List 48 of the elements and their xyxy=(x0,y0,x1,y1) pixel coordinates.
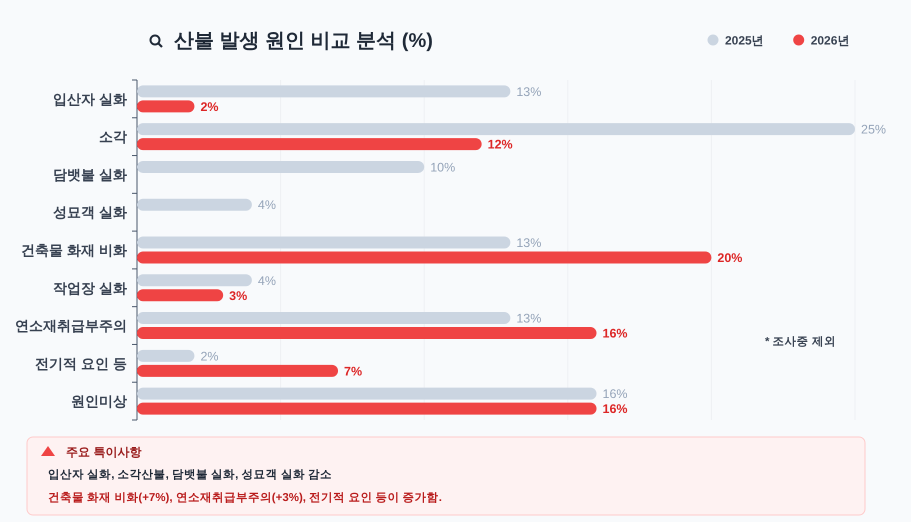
bar xyxy=(137,198,252,211)
legend-label: 2026년 xyxy=(810,34,850,48)
bar xyxy=(137,289,224,302)
y-tick-label: 입산자 실화 xyxy=(53,90,127,107)
y-tick-label: 연소재취급부주의 xyxy=(15,318,127,334)
chart-title: 산불 발생 원인 비교 분석 (%) xyxy=(174,30,433,52)
bar xyxy=(137,327,597,340)
data-label: 16% xyxy=(602,387,628,402)
bar xyxy=(137,274,252,286)
data-label: 10% xyxy=(430,160,456,174)
bar xyxy=(137,123,855,136)
data-label: 13% xyxy=(516,312,542,326)
bar xyxy=(137,388,597,400)
data-label: 16% xyxy=(602,326,628,341)
data-label: 12% xyxy=(488,138,513,152)
y-tick-label: 건축물 화재 비화 xyxy=(21,242,127,258)
data-label: 25% xyxy=(861,122,886,137)
data-label: 4% xyxy=(258,198,276,212)
annotation: * 조사중 제외 xyxy=(765,335,836,348)
legend-label: 2025년 xyxy=(725,34,764,48)
bar xyxy=(137,160,424,173)
data-label: 20% xyxy=(717,251,742,265)
y-tick-label: 담뱃불 실화 xyxy=(53,166,127,182)
text: 입산자 실화, 소각산불, 담뱃불 실화, 성묘객 실화 감소 xyxy=(48,468,332,481)
y-tick-label: 전기적 요인 등 xyxy=(35,355,127,372)
y-tick-label: 소각 xyxy=(99,128,127,145)
bar xyxy=(137,402,597,415)
bar xyxy=(137,350,194,362)
text: 주요 특이사항 xyxy=(66,445,142,459)
text: 건축물 화재 비화(+7%), 연소재취급부주의(+3%), 전기적 요인 등이 증가함. xyxy=(48,491,442,504)
bar xyxy=(137,85,510,98)
y-tick-label: 성묘객 실화 xyxy=(53,204,127,220)
data-label: 13% xyxy=(516,84,542,99)
bar xyxy=(137,312,510,324)
data-label: 7% xyxy=(344,364,362,378)
bar xyxy=(137,236,510,248)
data-label: 2% xyxy=(200,349,219,364)
data-label: 16% xyxy=(602,402,628,416)
bar xyxy=(137,364,338,377)
bar xyxy=(137,252,712,264)
data-label: 4% xyxy=(258,274,276,288)
data-label: 13% xyxy=(516,236,542,250)
y-tick-label: 원인미상 xyxy=(71,393,127,410)
bar xyxy=(137,100,194,112)
bar xyxy=(137,138,482,150)
data-label: 3% xyxy=(229,288,248,303)
data-label: 2% xyxy=(200,100,219,114)
y-tick-label: 작업장 실화 xyxy=(53,280,127,296)
